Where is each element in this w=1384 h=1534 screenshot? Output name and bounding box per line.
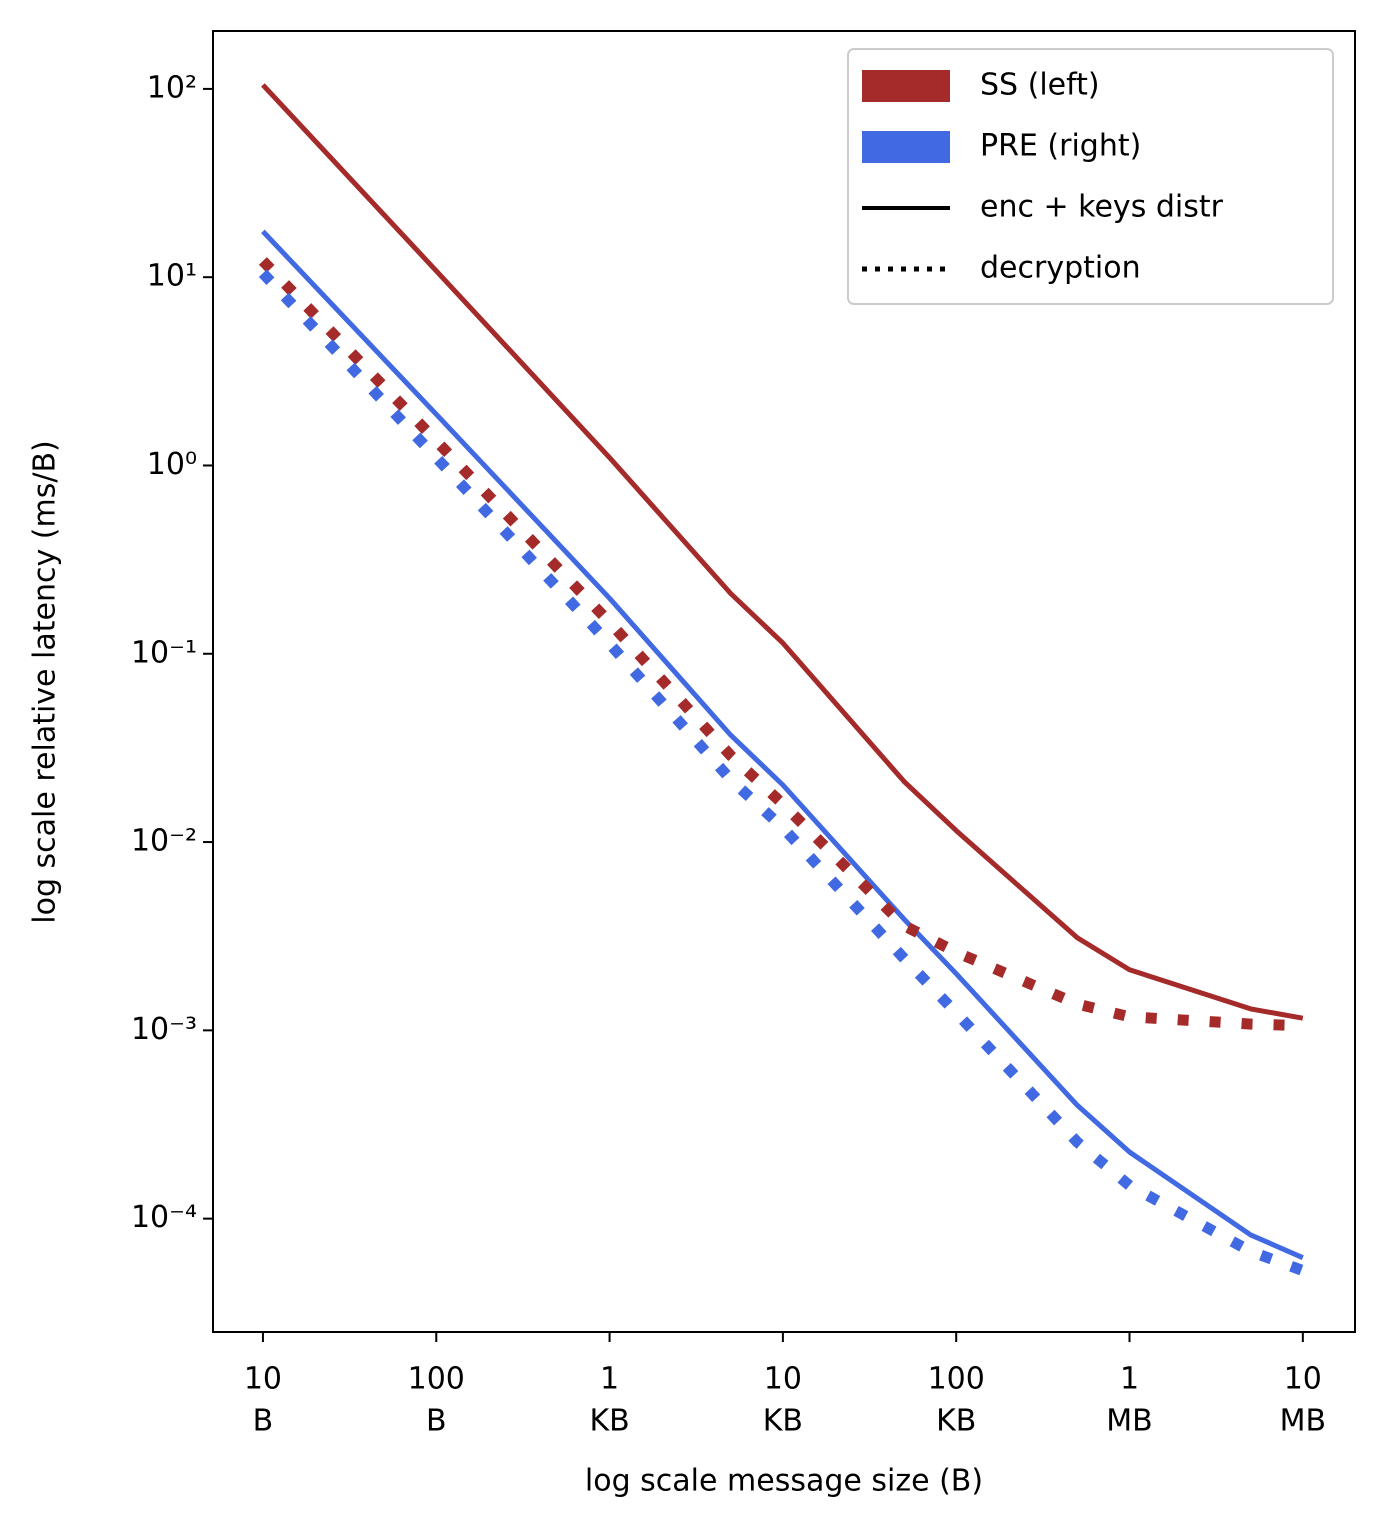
- legend-box: [847, 48, 1334, 305]
- legend-label: decryption: [980, 251, 1141, 286]
- y-tick-label: 10¹: [147, 259, 197, 294]
- legend-label: PRE (right): [980, 129, 1141, 164]
- y-tick-label: 10⁻³: [131, 1012, 197, 1047]
- x-tick-label: 10: [244, 1362, 282, 1397]
- legend-label: enc + keys distr: [980, 190, 1224, 225]
- solid-line: [261, 83, 1304, 1021]
- x-tick-label: 10: [764, 1362, 802, 1397]
- x-tick-label: MB: [1280, 1404, 1326, 1439]
- solid-line: [261, 229, 1304, 1260]
- x-tick-label: B: [253, 1404, 274, 1439]
- legend-swatch: [862, 131, 950, 163]
- x-tick-label: 100: [928, 1362, 985, 1397]
- x-tick-label: 1: [1120, 1362, 1139, 1397]
- plot-frame: [212, 30, 1356, 1333]
- y-tick-label: 10²: [147, 70, 197, 105]
- x-tick-label: 100: [408, 1362, 465, 1397]
- dotted-line: [258, 257, 1303, 1032]
- x-tick-label: KB: [589, 1404, 629, 1439]
- legend: SS (left) PRE (right) enc + keys distr decr…: [847, 48, 1334, 305]
- y-tick-label: 10⁻¹: [131, 635, 197, 670]
- x-tick-label: MB: [1106, 1404, 1152, 1439]
- x-tick-label: 1: [600, 1362, 619, 1397]
- x-tick-label: KB: [763, 1404, 803, 1439]
- legend-label: SS (left): [980, 68, 1100, 103]
- x-tick-label: KB: [936, 1404, 976, 1439]
- x-axis-label: log scale message size (B): [585, 1464, 983, 1499]
- x-tick-label: 10: [1284, 1362, 1322, 1397]
- y-axis-label: log scale relative latency (ms/B): [28, 440, 63, 924]
- x-tick-label: B: [426, 1404, 447, 1439]
- legend-swatch: [862, 70, 950, 102]
- y-tick-label: 10⁻⁴: [131, 1200, 197, 1235]
- y-tick-label: 10⁻²: [131, 824, 197, 859]
- dotted-line: [258, 269, 1305, 1276]
- y-tick-label: 10⁰: [147, 447, 197, 482]
